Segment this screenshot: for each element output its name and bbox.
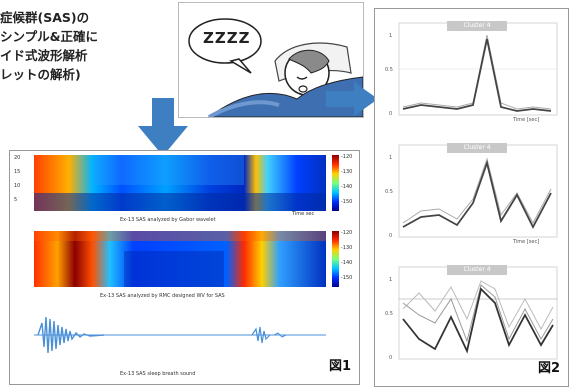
colorbar-tick: -130 [341,169,353,175]
y-tick: 10 [14,183,21,189]
colorbar-tick: -150 [341,275,353,281]
cluster-panel-1: 1 0.5 0 Cluster 4 Time [sec] [381,15,561,127]
cluster-3-plot: 1 0.5 0 [385,266,558,361]
figure-2-label: 図2 [537,361,560,376]
y-tick: 0 [389,233,392,239]
intro-line-1: 症候群(SAS)の [0,10,90,25]
colorbar-tick: -140 [341,260,353,266]
sleeping-person-icon [188,18,363,117]
intro-line-3: イド式波形解析 [0,48,88,63]
cluster-2-plot: 1 0.5 0 [385,144,558,239]
cluster-panel-2: 1 0.5 0 Cluster 4 Time [sec] [381,137,561,249]
cluster-3-title: Cluster 4 [447,265,507,275]
figure-1-label: 図1 [328,359,351,374]
spectrogram-gabor [34,155,326,211]
spectrogram-1-caption: Ex-13 SAS analyzed by Gabor wavelet [120,217,216,223]
cluster-1-plot: 1 0.5 0 [385,22,558,117]
y-tick: 1 [389,33,392,39]
y-tick: 0.5 [385,67,393,73]
intro-text: 症候群(SAS)の シンプル&正確に イド式波形解析 レットの解析) [0,8,170,84]
colorbar-tick: -150 [341,199,353,205]
colorbar-tick: -120 [341,230,353,236]
sleep-breath-waveform [34,316,326,354]
colorbar [332,231,339,287]
y-tick: 15 [14,169,21,175]
cluster-2-time-label: Time [sec] [513,239,540,245]
figure-2-clusters: 1 0.5 0 Cluster 4 Time [sec] 1 0.5 0 Clu… [374,8,569,387]
figure-1-spectrograms: 20 15 10 5 -120 -130 -140 -150 Ex [9,150,360,385]
colorbar-tick: -140 [341,184,353,190]
cluster-2-title: Cluster 4 [447,143,507,153]
colorbar-tick: -130 [341,245,353,251]
spectrogram-rmc [34,231,326,287]
colorbar [332,155,339,211]
right-arrow-icon [326,82,378,116]
y-tick: 5 [14,197,18,203]
y-tick: 0 [389,355,392,361]
cluster-1-time-label: Time [sec] [513,117,540,123]
y-tick: 1 [389,155,392,161]
y-tick: 1 [389,277,392,283]
cluster-panel-3: 1 0.5 0 Cluster 4 [381,259,561,371]
y-tick: 20 [14,155,21,161]
intro-line-4: レットの解析) [0,67,81,82]
y-tick: 0.5 [385,189,393,195]
snore-text: ZZZZ [203,29,251,47]
down-arrow-icon [138,98,188,156]
waveform-caption: Ex-13 SAS sleep breath sound [120,371,196,377]
cluster-1-title: Cluster 4 [447,21,507,31]
y-tick: 0.5 [385,311,393,317]
y-tick: 0 [389,111,392,117]
sleeping-illustration-panel: ZZZZ [178,2,364,118]
colorbar-tick: -120 [341,154,353,160]
intro-line-2: シンプル&正確に [0,29,99,44]
time-axis-label: Time sec [292,211,315,217]
spectrogram-2-caption: Ex-13 SAS analyzed by RMC designed WV fo… [100,293,225,299]
